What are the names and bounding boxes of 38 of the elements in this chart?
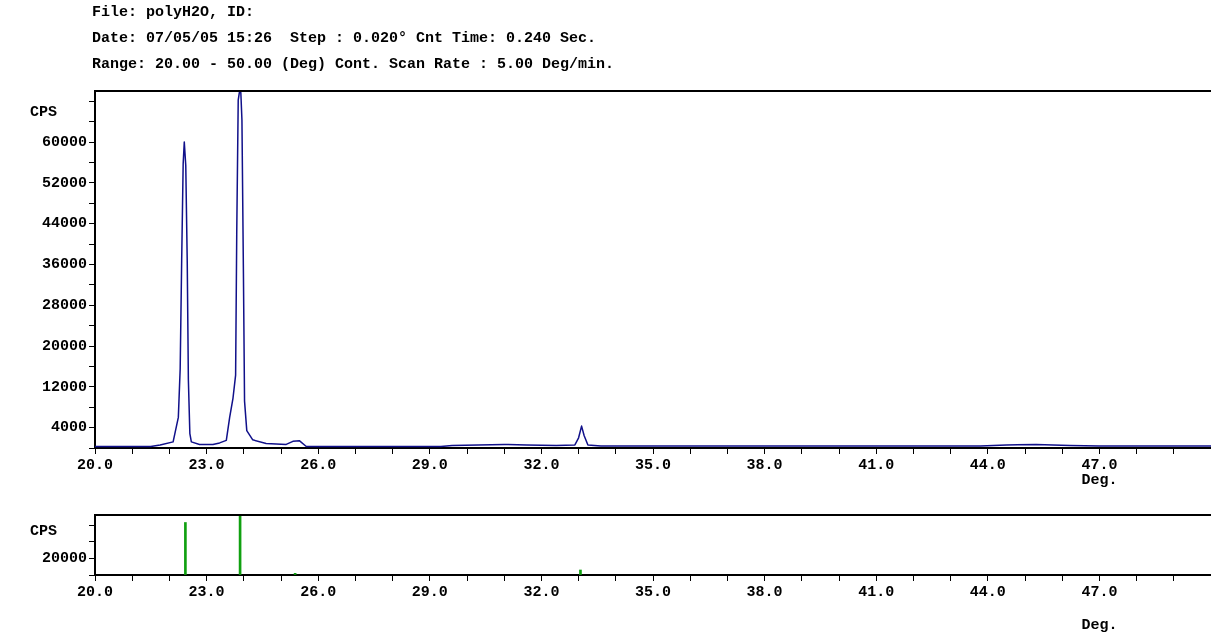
y-axis-title: CPS (30, 522, 58, 540)
y-tick-label: 28000 (41, 296, 87, 314)
x-tick-label: 29.0 (411, 456, 448, 474)
x-tick-label: 35.0 (634, 583, 672, 601)
x-tick-label: 44.0 (969, 456, 1006, 474)
x-tick-label: 32.0 (523, 456, 560, 474)
x-tick-label: 44.0 (969, 583, 1006, 601)
y-tick-label: 12000 (41, 378, 87, 396)
x-tick-label: 35.0 (634, 456, 672, 474)
x-tick-label: 47.0 (1081, 583, 1118, 601)
x-tick-label: 20.0 (76, 583, 114, 601)
y-tick-label: 52000 (41, 174, 87, 192)
y-tick-label: 60000 (41, 133, 87, 151)
x-tick-label: 47.0 (1081, 456, 1118, 474)
x-tick-label: 23.0 (188, 583, 225, 601)
y-tick-label: 20000 (41, 550, 87, 568)
bar (184, 522, 187, 575)
x-tick-label: 29.0 (411, 583, 448, 601)
x-tick-label: 23.0 (188, 456, 225, 474)
x-axis-title: Deg. (1081, 617, 1118, 635)
y-tick-label: 44000 (41, 215, 87, 233)
text: Range: 20.00 - 50.00 (Deg) Cont. Scan Rate : 5.00 Deg/min. (92, 56, 615, 73)
y-axis-title: CPS (30, 103, 58, 121)
x-tick-label: 38.0 (746, 583, 783, 601)
x-tick-label: 32.0 (523, 583, 560, 601)
y-tick-label: 4000 (50, 419, 87, 437)
x-tick-label: 41.0 (858, 583, 895, 601)
x-tick-label: 26.0 (300, 456, 337, 474)
x-tick-label: 38.0 (746, 456, 783, 474)
y-tick-label: 36000 (41, 256, 87, 274)
bar (579, 569, 582, 575)
chart-title: File: polyH2O, ID: (92, 4, 255, 21)
x-tick-label: 26.0 (300, 583, 337, 601)
x-tick-label: 20.0 (76, 456, 114, 474)
y-tick-label: 20000 (41, 337, 87, 355)
x-axis-title: Deg. (1081, 472, 1118, 490)
chart-subtitle: Date: 07/05/05 15:26 Step : 0.020° Cnt Time: 0.240 Sec. (92, 30, 597, 47)
x-tick-label: 41.0 (858, 456, 895, 474)
